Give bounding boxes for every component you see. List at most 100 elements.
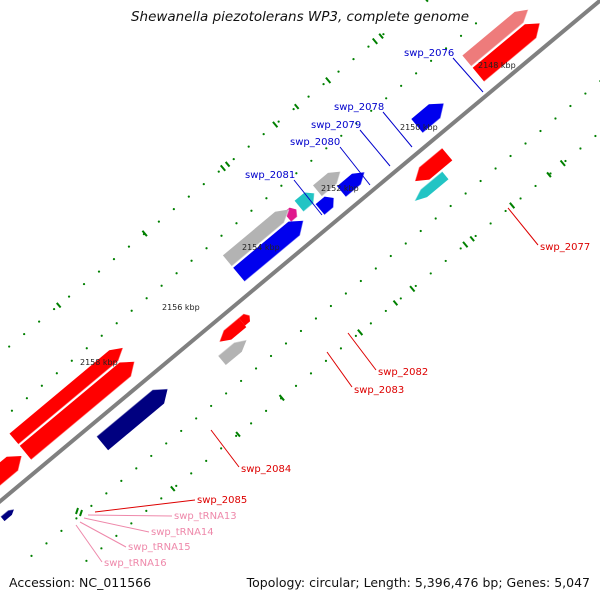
- scale-dot: [90, 504, 93, 507]
- gene-swp_2085[interactable]: [0, 455, 23, 559]
- scale-dot: [277, 120, 280, 123]
- label-swp_2083[interactable]: swp_2083: [354, 385, 404, 396]
- label-swp_tRNA16[interactable]: swp_tRNA16: [104, 558, 167, 569]
- gene-swp_2084b[interactable]: [9, 347, 124, 445]
- gene-swp_2076[interactable]: [411, 103, 445, 134]
- label-swp_tRNA15[interactable]: swp_tRNA15: [128, 542, 191, 553]
- scale-dot: [269, 354, 273, 358]
- tick-dash: [293, 103, 300, 110]
- scale-dot: [444, 47, 448, 50]
- gene-swp_2081-grey[interactable]: [222, 209, 290, 267]
- scale-dot: [100, 547, 103, 550]
- genome-title: Shewanella piezotolerans WP3, complete g…: [130, 9, 470, 25]
- scale-dot: [524, 142, 527, 145]
- tick-dash: [278, 394, 285, 402]
- gene-swp_2078-grey[interactable]: [313, 171, 342, 197]
- tick-dash: [325, 76, 332, 84]
- scale-dot: [369, 322, 372, 325]
- scale-dot: [459, 34, 463, 37]
- scale-dot: [112, 257, 116, 261]
- gene-swp_2079[interactable]: [315, 196, 335, 216]
- label-swp_2082[interactable]: swp_2082: [378, 367, 428, 378]
- tick-dash: [170, 485, 176, 492]
- leader-swp_2080: [339, 146, 371, 186]
- label-swp_2079[interactable]: swp_2079: [311, 120, 361, 131]
- gene-swp_2083[interactable]: [217, 339, 247, 365]
- gene-swp_2082b[interactable]: [238, 313, 250, 326]
- gene-swp_2081[interactable]: [233, 220, 304, 282]
- scale-dot: [354, 334, 357, 338]
- scale-dot: [235, 434, 238, 437]
- scale-dot: [549, 172, 552, 175]
- scale-dot: [180, 429, 183, 433]
- gene-labels[interactable]: swp_2076 swp_2077 swp_2078 swp_2079 swp_2080…: [104, 48, 590, 569]
- scale-dot: [97, 270, 101, 273]
- tick-label: 2154 kbp: [242, 243, 280, 252]
- scale-dot: [160, 284, 163, 287]
- gene-swp_2084[interactable]: [96, 388, 168, 451]
- scale-dot: [190, 472, 193, 475]
- gene-swp_2079-cyan[interactable]: [294, 192, 315, 213]
- tick-dash: [469, 235, 475, 242]
- scale-dot: [449, 204, 452, 208]
- scale-dot: [145, 297, 148, 300]
- scale-dot: [82, 282, 86, 286]
- scale-dot: [474, 234, 477, 238]
- scale-dot: [55, 372, 58, 375]
- gene-swp_2082[interactable]: [218, 317, 247, 342]
- tick-label: 2152 kbp: [321, 184, 359, 193]
- scale-dot: [225, 392, 228, 395]
- scale-dot: [70, 359, 73, 362]
- label-swp_2080[interactable]: swp_2080: [290, 137, 340, 148]
- gene-swp_2077-cyan[interactable]: [414, 171, 449, 202]
- scale-dot: [205, 459, 208, 462]
- gene-swp_2077[interactable]: [414, 147, 453, 182]
- scale-dot: [150, 454, 153, 458]
- label-swp_2085[interactable]: swp_2085: [197, 495, 247, 506]
- scale-dot: [160, 497, 163, 500]
- scale-dot: [85, 347, 88, 350]
- gene-swp_2084-upper[interactable]: [19, 361, 136, 461]
- scale-dot: [115, 322, 118, 325]
- tick-label: 2148 kbp: [478, 61, 516, 70]
- genome-summary-text: Topology: circular; Length: 5,396,476 bp…: [246, 575, 590, 590]
- scale-dot: [569, 104, 572, 108]
- label-swp_2084[interactable]: swp_2084: [241, 464, 291, 475]
- trna-mark: [75, 507, 79, 515]
- leader-swp_tRNA15: [79, 521, 127, 548]
- scale-dot: [494, 167, 497, 170]
- scale-dot: [292, 108, 295, 111]
- leader-swp_2076: [452, 57, 484, 93]
- label-swp_2076[interactable]: swp_2076: [404, 48, 454, 59]
- scale-dot: [414, 284, 417, 288]
- label-swp_2077[interactable]: swp_2077: [540, 242, 590, 253]
- leader-swp_2082: [347, 332, 377, 371]
- gene-features[interactable]: [0, 9, 541, 575]
- label-swp_tRNA14[interactable]: swp_tRNA14: [151, 527, 214, 538]
- tick-dash: [371, 37, 378, 45]
- scale-dot: [145, 509, 148, 512]
- scale-dot: [247, 145, 250, 148]
- scale-dot: [264, 409, 268, 412]
- scale-dot: [250, 209, 253, 212]
- scale-dot: [10, 409, 14, 412]
- label-swp_2081[interactable]: swp_2081: [245, 170, 295, 181]
- tick-dash: [462, 241, 469, 248]
- scale-dot: [534, 184, 537, 188]
- scale-dot: [210, 404, 213, 408]
- gene-swp_left-stub[interactable]: [0, 508, 15, 522]
- scale-dot: [130, 522, 133, 525]
- scale-dot: [385, 97, 388, 100]
- scale-dot: [172, 208, 175, 211]
- scale-dot: [232, 158, 235, 161]
- scale-dots: [8, 22, 600, 562]
- scale-dot: [239, 379, 243, 383]
- scale-dot: [280, 184, 283, 187]
- label-swp_2078[interactable]: swp_2078: [334, 102, 384, 113]
- scale-dot: [60, 529, 63, 532]
- gene-swp_2077-pale[interactable]: [462, 9, 529, 67]
- scale-dot: [322, 83, 325, 86]
- gene-swp_2077-upper[interactable]: [472, 23, 541, 83]
- label-swp_tRNA13[interactable]: swp_tRNA13: [174, 511, 237, 522]
